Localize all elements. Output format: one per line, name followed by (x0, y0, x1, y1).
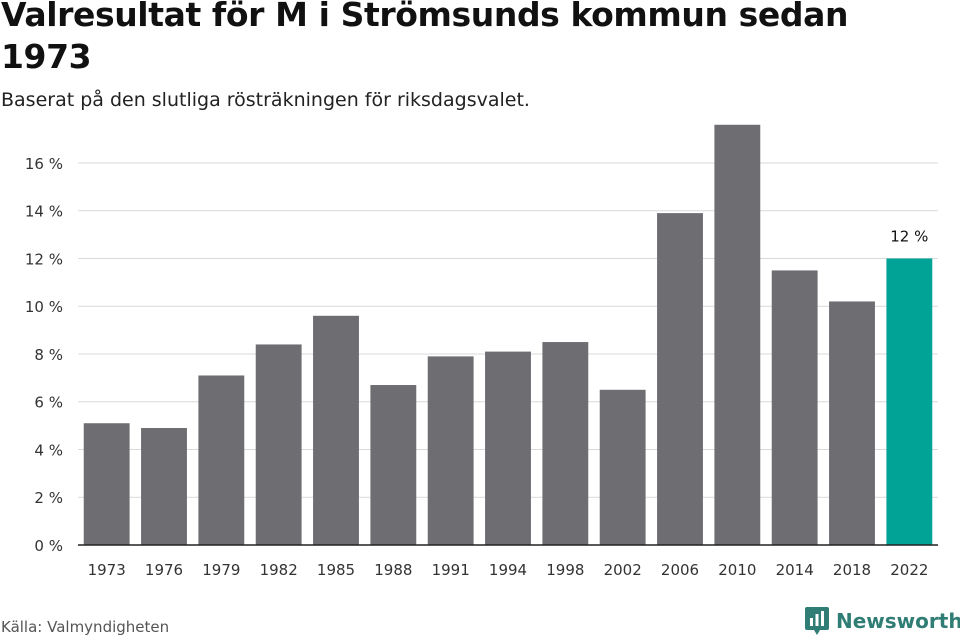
x-tick-label: 1976 (145, 561, 183, 579)
x-tick-label: 2010 (718, 561, 756, 579)
bar (485, 351, 531, 545)
y-tick-label: 14 % (25, 203, 63, 221)
bar (657, 213, 703, 545)
y-tick-label: 6 % (34, 394, 63, 412)
bar (599, 389, 646, 545)
chart-subtitle: Baserat på den slutliga rösträkningen fö… (1, 89, 530, 111)
bar (313, 315, 359, 545)
x-tick-label: 2018 (833, 561, 871, 579)
y-tick-label: 0 % (34, 537, 63, 555)
bar (370, 385, 417, 545)
x-tick-label: 1994 (489, 561, 527, 579)
bar-chart: 0 % 2 % 4 % 6 % 8 % 10 % 12 % 14 % 16 % 1973 1976 1… (25, 124, 938, 579)
y-tick-label: 8 % (34, 346, 63, 364)
data-label: 12 % (890, 227, 928, 245)
x-tick-label: 1991 (432, 561, 470, 579)
bar (141, 428, 187, 545)
x-tick-label: 2022 (890, 561, 928, 579)
y-tick-label: 2 % (34, 489, 63, 507)
bar-highlight (886, 258, 933, 545)
newsworthy-logo-icon (805, 607, 829, 635)
bar (542, 342, 589, 545)
bar (427, 356, 474, 545)
chart-title: Valresultat för M i Strömsunds kommun se… (1, 0, 849, 76)
y-tick-label: 4 % (34, 441, 63, 459)
bar (255, 344, 302, 545)
bar (771, 270, 818, 545)
x-tick-label: 2014 (776, 561, 814, 579)
bar (829, 301, 875, 545)
bar (714, 124, 761, 546)
x-tick-label: 1982 (260, 561, 298, 579)
x-tick-label: 1998 (546, 561, 584, 579)
brand-mark: Newsworthy (804, 606, 960, 636)
brand-name: Newsworthy (836, 609, 960, 633)
y-tick-label: 10 % (25, 298, 63, 316)
x-tick-label: 1973 (88, 561, 126, 579)
y-tick-label: 12 % (25, 250, 63, 268)
x-tick-label: 2006 (661, 561, 699, 579)
source-note: Källa: Valmyndigheten (1, 618, 170, 636)
x-tick-label: 1985 (317, 561, 355, 579)
x-tick-label: 2002 (604, 561, 642, 579)
y-tick-label: 16 % (25, 155, 63, 173)
bar (83, 423, 130, 545)
x-tick-label: 1979 (202, 561, 240, 579)
bar (198, 375, 245, 545)
x-tick-label: 1988 (374, 561, 412, 579)
